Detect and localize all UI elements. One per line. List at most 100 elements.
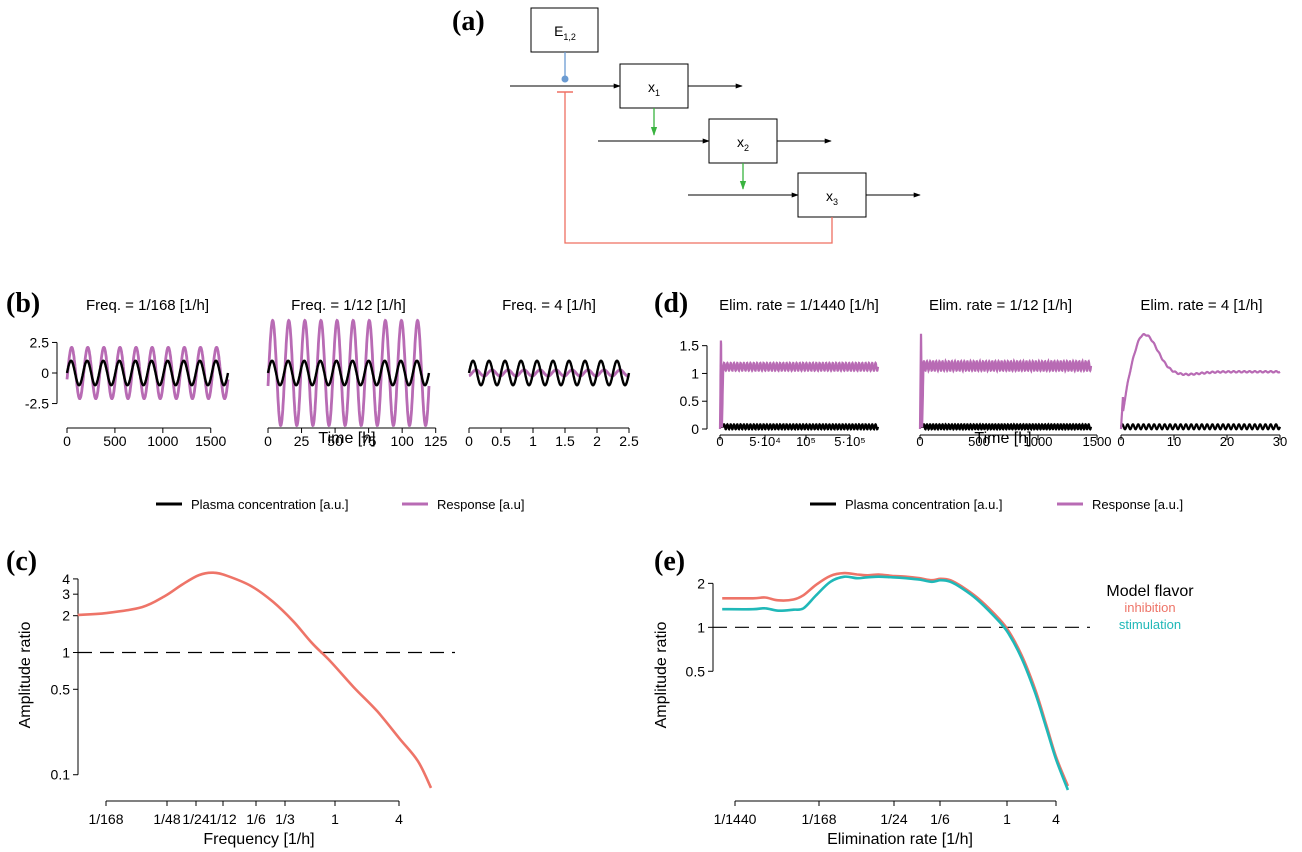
c-ytick-label: 0.5 xyxy=(51,681,71,697)
legend-e: Model flavor inhibition stimulation xyxy=(1106,583,1194,632)
d-plasma-series xyxy=(1121,424,1280,429)
d-ytick-label: 1.5 xyxy=(680,338,700,354)
d-response-series xyxy=(1121,334,1280,429)
c-ytick-label: 2 xyxy=(62,608,70,624)
legend-d: Plasma concentration [a.u.] Response [a.… xyxy=(810,497,1183,512)
panel-e-axes: 2 1 0.5 1/1440 1/168 1/24 1/6 1 4 xyxy=(686,573,1090,827)
panel-d-yaxis: 1.5 1 0.5 0 xyxy=(680,338,707,437)
b-xtick-label: 25 xyxy=(294,433,310,449)
b-xtick-label: 2 xyxy=(593,433,601,449)
c-xtick-label: 1/48 xyxy=(153,811,180,827)
d-xtick-label: 10 xyxy=(1167,434,1181,449)
d-xtick-label: 20 xyxy=(1220,434,1234,449)
e-xtick-label: 1/24 xyxy=(880,811,907,827)
d-xtick-label: 10⁵ xyxy=(796,434,816,449)
e-ytick-label: 0.5 xyxy=(686,663,706,679)
d-subplot-title: Elim. rate = 1/1440 [1/h] xyxy=(719,297,879,314)
legend-d-plasma-label: Plasma concentration [a.u.] xyxy=(845,497,1003,512)
c-ytick-label: 1 xyxy=(62,644,70,660)
node-E-base: E xyxy=(554,23,563,39)
d-response-series xyxy=(720,341,878,430)
panel-c-ylabel: Amplitude ratio xyxy=(17,622,34,729)
b-ytick-label: 2.5 xyxy=(30,334,50,350)
d-ytick-label: 0.5 xyxy=(680,393,700,409)
d-xtick-label: 0 xyxy=(916,434,923,449)
b-ytick-label: 0 xyxy=(41,365,49,381)
c-ytick-label: 4 xyxy=(62,571,70,587)
d-xtick-label: 1500 xyxy=(1083,434,1112,449)
panel-label-d: (d) xyxy=(654,288,688,319)
panel-b-yaxis: 2.5 0 -2.5 xyxy=(25,334,57,411)
E-effect-dot xyxy=(562,76,569,83)
c-ytick-label: 3 xyxy=(62,586,70,602)
d-xtick-label: 5·10⁵ xyxy=(834,434,865,449)
d-plasma-series xyxy=(720,424,878,429)
legend-e-inhibition: inhibition xyxy=(1124,600,1175,615)
b-subplot-title: Freq. = 1/168 [1/h] xyxy=(86,297,209,314)
legend-d-response-label: Response [a.u.] xyxy=(1092,497,1183,512)
panel-a-diagram: (a) E1,2 x1 x2 x3 xyxy=(452,6,920,243)
b-xtick-label: 1500 xyxy=(195,433,226,449)
panel-label-c: (c) xyxy=(6,546,37,577)
b-ytick-label: -2.5 xyxy=(25,396,49,412)
b-xtick-label: 0 xyxy=(264,433,272,449)
b-xtick-label: 1000 xyxy=(147,433,178,449)
panel-e-xlabel: Elimination rate [1/h] xyxy=(827,831,973,848)
c-amplitude-series xyxy=(78,573,431,788)
c-xtick-label: 1/168 xyxy=(88,811,123,827)
legend-b: Plasma concentration [a.u.] Response [a.… xyxy=(156,497,524,512)
panel-label-b: (b) xyxy=(6,288,40,319)
b-xtick-label: 2.5 xyxy=(619,433,639,449)
node-E-box xyxy=(531,8,598,52)
e-xtick-label: 4 xyxy=(1052,811,1060,827)
e-ytick-label: 2 xyxy=(697,575,705,591)
panel-d-subplots: Elim. rate = 1/1440 [1/h] 0 5·10⁴ 10⁵ 5·10⁵ E… xyxy=(716,297,1287,449)
e-xtick-label: 1 xyxy=(1003,811,1011,827)
panel-label-e: (e) xyxy=(654,546,685,577)
node-E-sub: 1,2 xyxy=(563,32,576,42)
panel-label-a: (a) xyxy=(452,6,485,37)
d-ytick-label: 1 xyxy=(691,365,699,381)
c-xtick-label: 1/12 xyxy=(209,811,236,827)
legend-e-title: Model flavor xyxy=(1106,583,1194,600)
panel-e-ylabel: Amplitude ratio xyxy=(653,622,670,729)
feedback-line xyxy=(565,92,832,243)
b-xtick-label: 125 xyxy=(424,433,448,449)
node-x2-sub: 2 xyxy=(744,143,749,153)
node-x2-base: x xyxy=(737,134,744,150)
e-ytick-label: 1 xyxy=(697,619,705,635)
c-xtick-label: 1 xyxy=(331,811,339,827)
c-xtick-label: 1/6 xyxy=(246,811,266,827)
e-xtick-label: 1/1440 xyxy=(714,811,757,827)
b-plasma-series xyxy=(469,361,629,385)
d-plasma-series xyxy=(920,424,1091,429)
c-xtick-label: 1/3 xyxy=(275,811,295,827)
panel-e: (e) 2 1 0.5 1/1440 1/168 1/24 1/6 1 4 Amplitude … xyxy=(653,546,1194,848)
legend-b-plasma-label: Plasma concentration [a.u.] xyxy=(191,497,349,512)
panel-b: (b) 2.50-2.5 Freq. = 1/168 [1/h]0 500 1000… xyxy=(6,288,639,512)
b-xtick-label: 0 xyxy=(63,433,71,449)
panel-d: (d) 1.5 1 0.5 0 Elim. rate = 1/1440 [1/h] 0 5… xyxy=(654,288,1287,512)
e-series-inhibition xyxy=(722,573,1068,786)
node-x3-base: x xyxy=(826,188,833,204)
legend-b-response-label: Response [a.u] xyxy=(437,497,524,512)
e-series-stimulation xyxy=(722,577,1068,790)
e-xtick-label: 1/168 xyxy=(801,811,836,827)
c-ytick-label: 0.1 xyxy=(51,767,71,783)
d-xtick-label: 0 xyxy=(716,434,723,449)
d-subplot-title: Elim. rate = 4 [1/h] xyxy=(1140,297,1262,314)
panel-b-xlabel: Time [h] xyxy=(318,430,375,447)
legend-e-stimulation: stimulation xyxy=(1119,617,1181,632)
c-xtick-label: 4 xyxy=(395,811,403,827)
panel-c-xlabel: Frequency [1/h] xyxy=(203,831,314,848)
b-subplot-title: Freq. = 4 [1/h] xyxy=(502,297,596,314)
panel-d-xlabel: Time [h] xyxy=(974,430,1031,447)
d-xtick-label: 5·10⁴ xyxy=(749,434,781,449)
c-xtick-label: 1/24 xyxy=(182,811,209,827)
node-x3-sub: 3 xyxy=(833,197,838,207)
b-subplot-title: Freq. = 1/12 [1/h] xyxy=(291,297,406,314)
